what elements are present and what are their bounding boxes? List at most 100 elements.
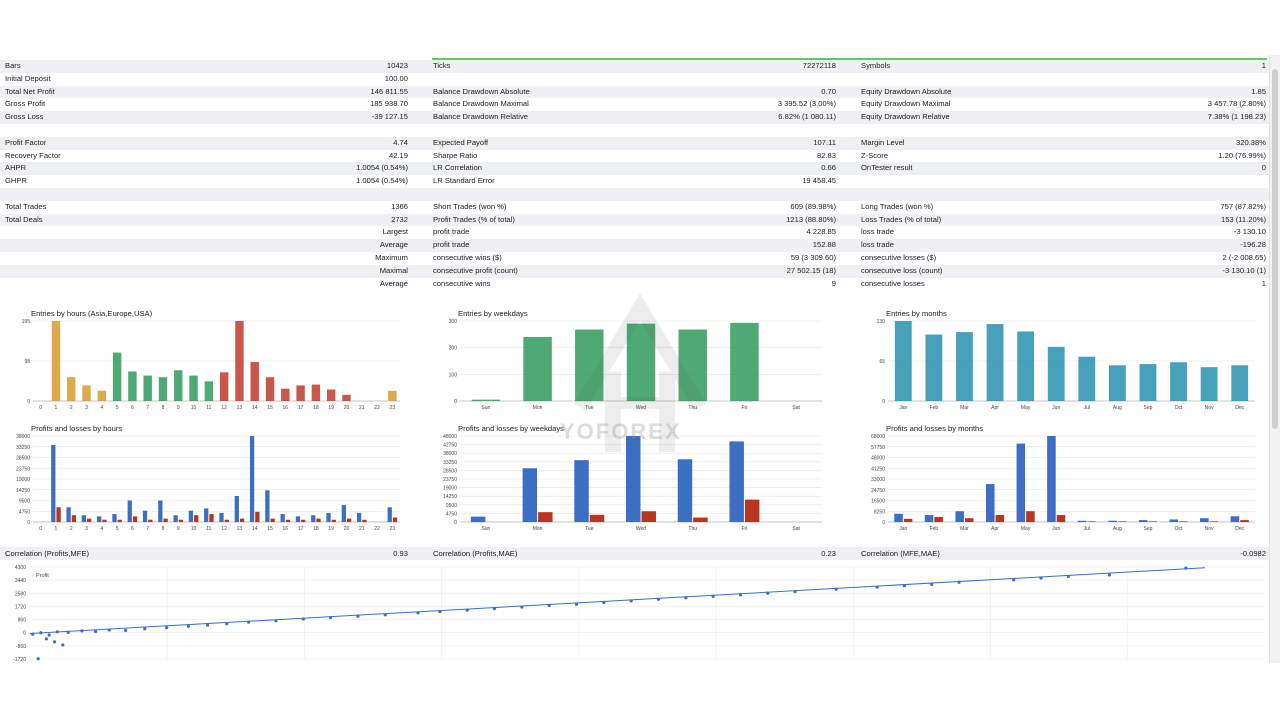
bar <box>112 352 122 401</box>
profit-bar <box>66 507 71 522</box>
x-tick-label: 2 <box>70 405 73 411</box>
scatter-point <box>165 626 169 630</box>
bar <box>1139 364 1157 401</box>
stat-value: 320.38% <box>1236 137 1266 147</box>
profit-bar <box>1016 443 1026 522</box>
y-tick-label: 42750 <box>443 443 457 449</box>
x-tick-label: 3 <box>85 405 88 411</box>
bar <box>1047 346 1065 401</box>
stat-label: Maximum <box>375 253 408 262</box>
loss-bar <box>1087 521 1096 522</box>
bar <box>925 334 943 401</box>
scatter-point <box>902 584 907 588</box>
loss-bar <box>1117 521 1127 522</box>
x-tick-label: 18 <box>313 526 319 532</box>
stat-value: 72272118 <box>802 61 836 70</box>
profit-bar <box>204 508 209 522</box>
x-tick-label: Fri <box>742 405 748 411</box>
scrollbar-thumb[interactable] <box>1272 69 1278 429</box>
scatter-point <box>656 597 661 601</box>
bar <box>575 329 604 401</box>
x-tick-label: 22 <box>374 405 380 411</box>
stat-label: Z-Score <box>861 150 889 160</box>
correlation-value: 0.23 <box>821 549 836 558</box>
stat-label: Margin Level <box>861 137 905 147</box>
stats-row: Maximum consecutive wins ($) 59 (3 309.60)… <box>0 252 1270 265</box>
scatter-point <box>1066 574 1070 579</box>
vertical-scrollbar[interactable] <box>1269 55 1280 663</box>
bar <box>626 323 656 401</box>
profit-bar <box>341 505 346 522</box>
bar <box>67 377 76 401</box>
stat-label: Balance Drawdown Maximal <box>433 99 529 109</box>
x-tick-label: Tue <box>585 526 594 532</box>
x-tick-label: 13 <box>237 526 243 532</box>
y-tick-label: 65 <box>879 359 885 365</box>
loss-bar <box>316 518 321 522</box>
x-tick-label: 12 <box>221 405 227 411</box>
x-tick-label: Thu <box>688 526 697 532</box>
scatter-point <box>47 633 51 637</box>
stat-value: 59 (3 309.60) <box>790 253 836 262</box>
x-tick-label: Mar <box>960 405 969 411</box>
x-tick-label: 3 <box>85 526 88 532</box>
loss-bar <box>346 518 352 522</box>
x-tick-label: Jun <box>1052 405 1060 411</box>
x-tick-label: 6 <box>131 526 134 532</box>
profit-bar <box>127 500 132 522</box>
scatter-point <box>80 629 84 633</box>
bar <box>678 329 707 401</box>
stat-label: Ticks <box>433 61 451 70</box>
stats-row: Largest profit trade 4 228.85 loss trade -3 … <box>0 226 1270 239</box>
x-tick-label: Sep <box>1144 405 1153 411</box>
stat-label: consecutive losses <box>861 278 925 288</box>
stat-value: 1.20 (76.99%) <box>1218 150 1266 160</box>
profit-bar <box>1200 518 1209 522</box>
y-tick-label: 48000 <box>871 456 885 462</box>
loss-bar <box>285 519 291 522</box>
y-tick-label: 130 <box>877 319 886 325</box>
bar <box>956 332 973 401</box>
progress-bar <box>432 58 1267 61</box>
stat-value: 757 (87.82%) <box>1220 201 1266 211</box>
chart-title: Entries by weekdays <box>458 309 528 318</box>
stat-value: 1 <box>1261 61 1266 70</box>
loss-bar <box>392 517 398 522</box>
bar <box>250 362 259 401</box>
profit-bar <box>234 495 239 522</box>
x-tick-label: 13 <box>237 405 243 411</box>
y-tick-label: 4750 <box>446 511 457 517</box>
loss-bar <box>693 517 708 522</box>
chart-correlation-scatter: 4300 3440 2580 1720 860 0 -860 -1720 Profit <box>0 563 1270 663</box>
scatter-point <box>55 630 59 634</box>
x-tick-label: 9 <box>177 405 180 411</box>
watermark-text: YOFOREX <box>560 419 682 444</box>
loss-bar <box>270 518 275 522</box>
scatter-point <box>124 628 128 633</box>
y-tick-label: 4750 <box>19 509 30 515</box>
bar <box>1231 365 1249 401</box>
scatter-point <box>274 619 278 623</box>
scatter-point <box>629 599 633 603</box>
stat-value: 0.70 <box>821 86 836 96</box>
x-tick-label: 19 <box>328 405 334 411</box>
loss-bar <box>641 511 656 522</box>
bar <box>158 377 168 401</box>
bar <box>311 384 321 401</box>
x-tick-label: Apr <box>991 526 999 532</box>
strategy-tester-report: Bars 10423 Ticks 72272118 Symbols 1 Initial De… <box>0 55 1280 663</box>
bar <box>326 389 336 401</box>
profit-bar <box>729 441 744 522</box>
x-tick-label: 0 <box>39 526 42 532</box>
stat-label: Average <box>379 240 408 250</box>
y-tick-label: 9500 <box>19 499 30 505</box>
bar <box>523 337 552 401</box>
scatter-point <box>684 596 688 600</box>
y-tick-label: 9500 <box>446 503 457 509</box>
x-tick-label: Sep <box>1144 526 1153 532</box>
x-tick-label: 17 <box>298 526 304 532</box>
y-tick-label: 33250 <box>16 445 30 451</box>
stat-value: 1.0054 (0.54%) <box>356 176 408 186</box>
x-tick-label: Jul <box>1084 405 1090 411</box>
chart-title: Profits and losses by weekdays <box>458 424 564 433</box>
